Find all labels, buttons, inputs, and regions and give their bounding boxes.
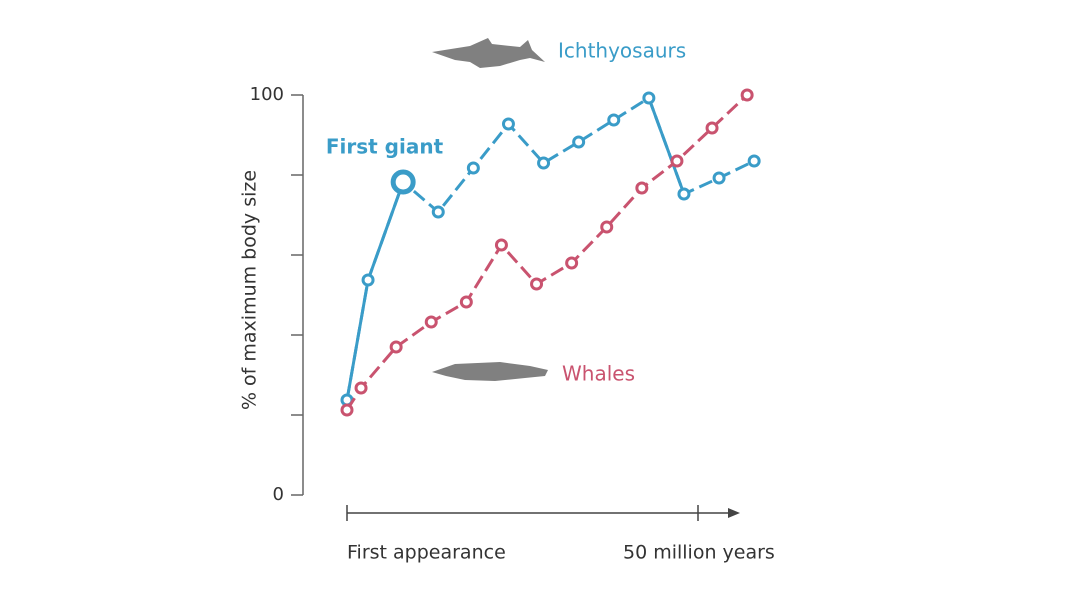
data-point — [361, 273, 375, 287]
data-point — [747, 154, 761, 168]
data-point — [466, 161, 480, 175]
data-point — [537, 156, 551, 170]
data-point — [424, 315, 438, 329]
solid-segment — [647, 97, 686, 195]
annotation: First giant — [326, 135, 444, 159]
data-point — [494, 238, 508, 252]
data-point — [459, 295, 473, 309]
data-point — [600, 220, 614, 234]
data-point — [354, 381, 368, 395]
data-point — [607, 113, 621, 127]
data-point — [635, 181, 649, 195]
solid-segment — [345, 181, 405, 401]
data-point — [501, 117, 515, 131]
data-point — [565, 256, 579, 270]
legend-label: Whales — [562, 362, 635, 386]
x-tick-label: 50 million years — [623, 542, 775, 564]
data-point — [712, 171, 726, 185]
whale-icon — [432, 362, 548, 381]
data-point — [340, 403, 354, 417]
y-tick-label: 100 — [250, 84, 284, 105]
data-point — [670, 154, 684, 168]
data-point — [677, 187, 691, 201]
data-point — [642, 91, 656, 105]
x-axis-arrow — [728, 508, 740, 518]
y-tick-label: 0 — [273, 484, 284, 505]
y-axis-label: % of maximum body size — [239, 170, 261, 410]
data-point — [530, 277, 544, 291]
data-point — [389, 340, 403, 354]
data-point — [572, 135, 586, 149]
legend-label: Ichthyosaurs — [558, 39, 686, 63]
data-point — [390, 169, 416, 195]
ichthyosaur-icon — [432, 38, 545, 68]
data-point — [740, 88, 754, 102]
data-point — [431, 205, 445, 219]
data-point — [705, 121, 719, 135]
x-tick-label: First appearance — [347, 542, 506, 564]
